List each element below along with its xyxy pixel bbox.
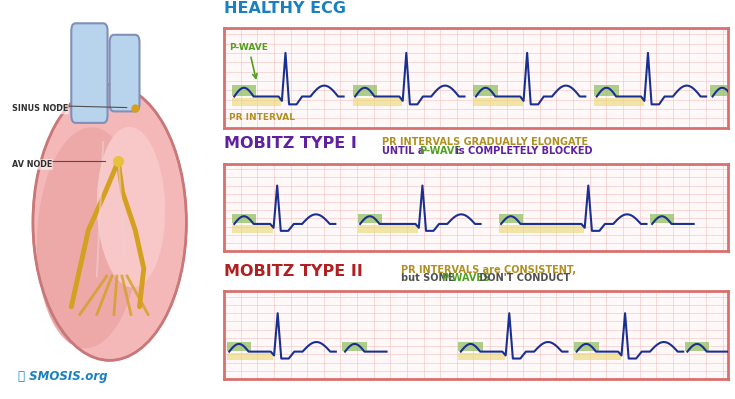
- Bar: [358, 214, 382, 223]
- Bar: [353, 98, 402, 107]
- Ellipse shape: [33, 85, 187, 360]
- Bar: [459, 342, 483, 351]
- Ellipse shape: [37, 127, 140, 348]
- Bar: [358, 225, 418, 233]
- Bar: [343, 342, 367, 351]
- Bar: [473, 85, 498, 96]
- Text: PR INTERVAL: PR INTERVAL: [229, 113, 295, 122]
- Bar: [710, 85, 730, 96]
- Bar: [353, 85, 377, 96]
- Bar: [232, 214, 256, 223]
- Bar: [574, 342, 598, 351]
- Bar: [574, 353, 620, 360]
- Ellipse shape: [97, 127, 165, 287]
- Bar: [232, 98, 281, 107]
- Text: ⓞ SMOSIS.org: ⓞ SMOSIS.org: [18, 369, 107, 383]
- Bar: [232, 85, 256, 96]
- Bar: [498, 225, 584, 233]
- Bar: [650, 214, 674, 223]
- Text: AV NODE: AV NODE: [12, 160, 52, 169]
- Bar: [473, 98, 523, 107]
- Text: UNTIL a: UNTIL a: [382, 146, 428, 156]
- Text: PR INTERVALS GRADUALLY ELONGATE: PR INTERVALS GRADUALLY ELONGATE: [382, 137, 588, 147]
- Text: PR INTERVALS are CONSISTENT,: PR INTERVALS are CONSISTENT,: [401, 265, 576, 275]
- Text: P-WAVE: P-WAVE: [419, 146, 461, 156]
- Text: HEALTHY ECG: HEALTHY ECG: [224, 1, 346, 16]
- Bar: [459, 353, 505, 360]
- FancyBboxPatch shape: [110, 35, 140, 111]
- Bar: [594, 85, 619, 96]
- Text: DON'T CONDUCT: DON'T CONDUCT: [476, 273, 570, 283]
- Text: MOBITZ TYPE II: MOBITZ TYPE II: [224, 263, 363, 279]
- Bar: [226, 353, 273, 360]
- Text: but SOME: but SOME: [401, 273, 458, 283]
- Bar: [685, 342, 709, 351]
- Bar: [594, 98, 644, 107]
- Bar: [498, 214, 523, 223]
- Text: P-WAVE: P-WAVE: [229, 43, 268, 78]
- Bar: [232, 225, 273, 233]
- Text: MOBITZ TYPE I: MOBITZ TYPE I: [224, 136, 357, 151]
- Text: SINUS NODE: SINUS NODE: [12, 105, 68, 113]
- Text: is COMPLETELY BLOCKED: is COMPLETELY BLOCKED: [452, 146, 592, 156]
- FancyBboxPatch shape: [71, 23, 107, 123]
- Text: P-WAVES: P-WAVES: [441, 273, 490, 283]
- Bar: [226, 342, 251, 351]
